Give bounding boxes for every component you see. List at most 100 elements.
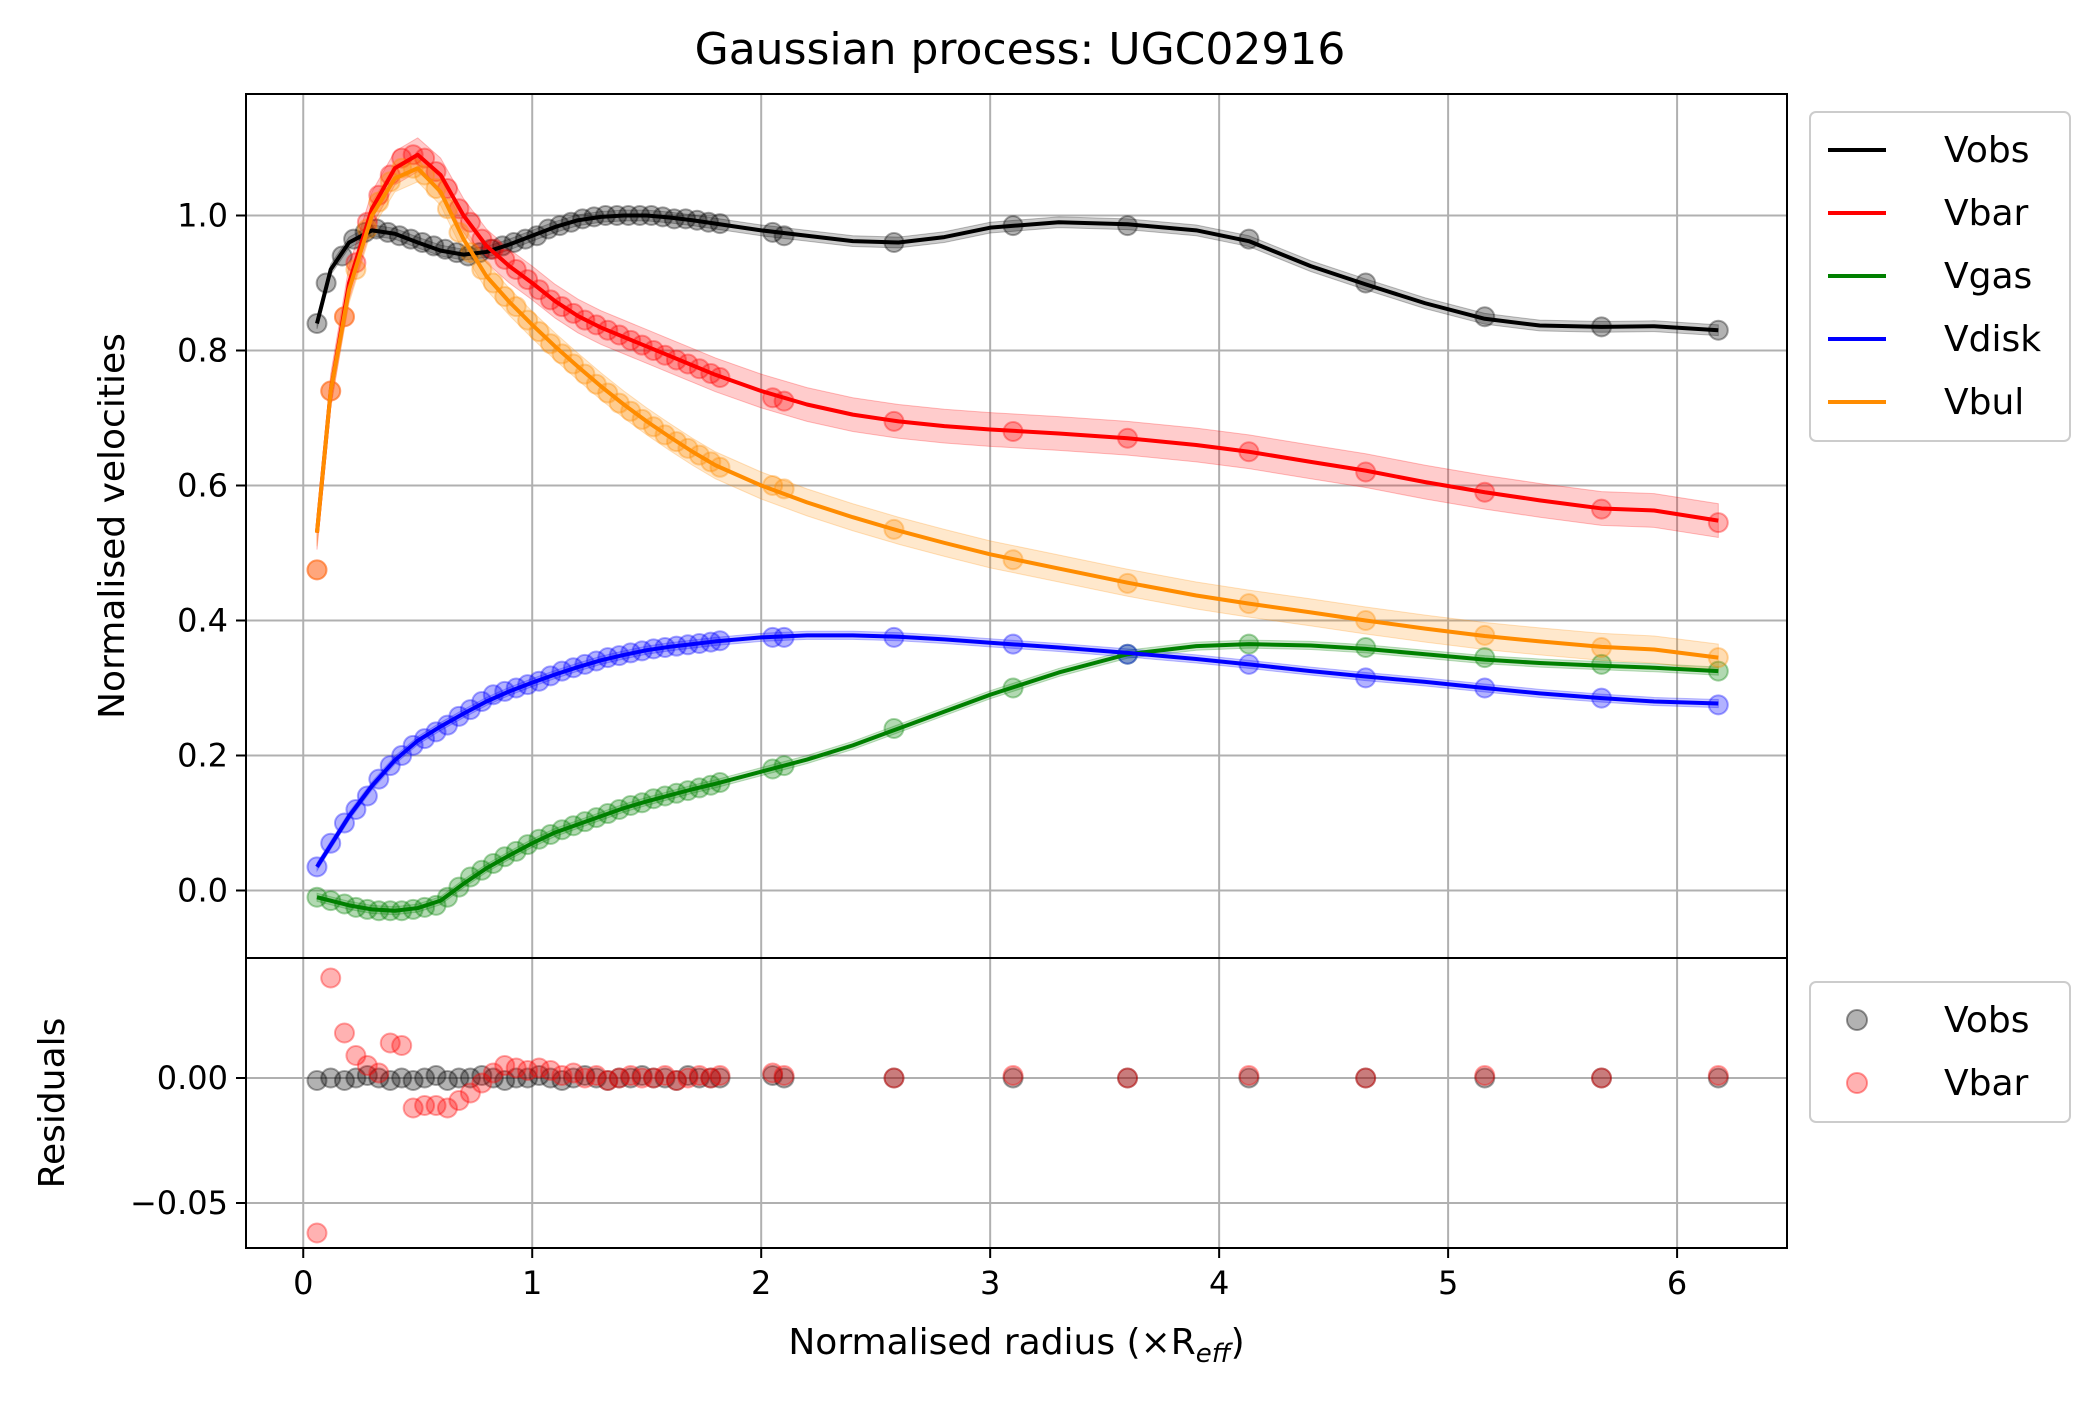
vobs-residual-point — [540, 1067, 562, 1089]
vbar-residual-point — [620, 1065, 642, 1086]
vbar-residual-point — [436, 1097, 458, 1119]
x-axis-label: Normalised radius (×Reff) — [788, 1322, 1244, 1369]
x-tick-label: 6 — [1667, 1264, 1687, 1302]
vobs-residual-point — [1591, 1067, 1613, 1089]
vbar-residual-point — [1117, 1067, 1139, 1089]
chart-title: Gaussian process: UGC02916 — [695, 24, 1346, 75]
vbar-residual-point — [631, 1067, 653, 1089]
velocity-panel: 0.0 0.2 0.4 0.6 0.8 1.0 Normalised velocities — [92, 93, 1788, 959]
vobs-residual-point — [414, 1067, 436, 1089]
vobs-residual-point — [448, 1067, 470, 1089]
vobs-residual-point — [1474, 1067, 1496, 1089]
vbar-residual-point — [1238, 1065, 1260, 1086]
vobs-residual-point — [762, 1065, 784, 1086]
vbar-residual-point — [505, 1057, 527, 1079]
vbar-residual-point — [368, 1062, 390, 1084]
data-points — [306, 144, 1729, 922]
y-tick-label: 1.0 — [177, 197, 228, 235]
vobs-residual-point — [379, 1070, 401, 1091]
vobs-residual-point — [517, 1067, 539, 1089]
vobs-residual-point — [773, 1067, 795, 1089]
vdisk-fit-line — [315, 633, 1719, 868]
vbar-residual-point — [528, 1057, 550, 1079]
vbar-residual-point — [333, 1022, 355, 1044]
legend-marker-vobs — [1846, 1009, 1868, 1031]
velocity-legend: Vobs Vbar Vgas Vdisk Vbul — [1809, 111, 2071, 442]
confidence-bands — [316, 137, 1719, 916]
vobs-fit-line — [315, 213, 1719, 333]
vobs-residual-point — [551, 1070, 573, 1091]
vobs-residual-point — [631, 1065, 653, 1086]
residuals-legend: Vobs Vbar — [1809, 981, 2071, 1123]
vobs-residual-point — [402, 1070, 424, 1091]
vbar-residual-point — [643, 1067, 665, 1089]
vobs-residual-point — [333, 1070, 355, 1091]
x-tick-label: 5 — [1438, 1264, 1458, 1302]
vbar-residual-point — [585, 1065, 607, 1086]
vobs-residual-point — [1117, 1067, 1139, 1089]
vbar-residual-point — [654, 1065, 676, 1086]
vgas-fit-line — [316, 642, 1719, 913]
vobs-residual-point — [688, 1067, 710, 1089]
legend-label-vgas: Vgas — [1944, 256, 2032, 297]
vobs-residual-point — [597, 1070, 619, 1091]
vbar-residual-point — [1355, 1067, 1377, 1089]
vbar-residual-point — [391, 1035, 413, 1056]
residuals-axes-frame — [245, 957, 1788, 1249]
vobs-confidence-band — [316, 209, 1719, 337]
x-tick-label: 0 — [293, 1264, 313, 1302]
velocity-y-ticks: 0.0 0.2 0.4 0.6 0.8 1.0 — [177, 197, 246, 910]
vbar-residual-point — [540, 1060, 562, 1081]
vbar-residual-point — [1002, 1065, 1024, 1086]
vbar-residual-point — [448, 1090, 470, 1111]
vbar-residual-point — [677, 1067, 699, 1089]
x-tick-label: 3 — [980, 1264, 1000, 1302]
residuals-grid — [246, 958, 1787, 1248]
vobs-residual-point — [574, 1065, 596, 1086]
vdisk-confidence-band — [316, 630, 1719, 873]
residuals-panel: 0.00 −0.05 Residuals — [32, 957, 1788, 1249]
y-axis-label: Normalised velocities — [92, 333, 133, 719]
y-tick-label: 0.8 — [177, 332, 228, 370]
vbar-residual-point — [773, 1065, 795, 1086]
vobs-residual-point — [459, 1067, 481, 1089]
vbar-residual-point — [356, 1055, 378, 1076]
vbar-residual-point — [665, 1070, 687, 1091]
y-tick-label: 0.0 — [177, 872, 228, 910]
vbul-data-point — [306, 559, 328, 581]
vobs-residual-point — [883, 1067, 905, 1089]
legend-frame — [1809, 111, 2071, 442]
vbar-residual-point — [574, 1067, 596, 1089]
y-tick-label: 0.6 — [177, 467, 228, 505]
x-axis-label-subscript: eff — [1196, 1339, 1234, 1369]
legend-label-vobs: Vobs — [1944, 1000, 2029, 1041]
vobs-residual-point — [528, 1065, 550, 1086]
fit-lines — [314, 152, 1719, 913]
vbar-data-point — [1707, 512, 1729, 534]
vobs-residual-point — [306, 1070, 328, 1091]
y-tick-label: −0.05 — [130, 1184, 228, 1222]
vbar-residual-point — [414, 1095, 436, 1116]
vobs-residual-point — [709, 1067, 731, 1089]
vbar-residual-point — [1591, 1067, 1613, 1089]
vbar-fit-line — [314, 152, 1719, 533]
vobs-residual-point — [320, 1067, 342, 1089]
vbar-residual-point — [494, 1055, 516, 1076]
vbar-data-point — [306, 559, 328, 581]
vobs-residual-point — [356, 1065, 378, 1086]
vbar-residual-point — [517, 1060, 539, 1081]
vbul-fit-line — [314, 166, 1719, 660]
vbar-residual-point — [482, 1062, 504, 1084]
vbar-confidence-band — [316, 137, 1719, 550]
x-ticks: 0 1 2 3 4 5 6 — [293, 1248, 1687, 1302]
vbar-residual-point — [688, 1065, 710, 1086]
vobs-residual-point — [620, 1067, 642, 1089]
vobs-residual-point — [436, 1070, 458, 1091]
vobs-residual-point — [585, 1067, 607, 1089]
vobs-residual-point — [505, 1067, 527, 1089]
residuals-axis-label: Residuals — [32, 1018, 73, 1189]
x-tick-label: 1 — [522, 1264, 542, 1302]
vobs-residual-point — [1355, 1067, 1377, 1089]
vbar-residual-point — [402, 1097, 424, 1119]
